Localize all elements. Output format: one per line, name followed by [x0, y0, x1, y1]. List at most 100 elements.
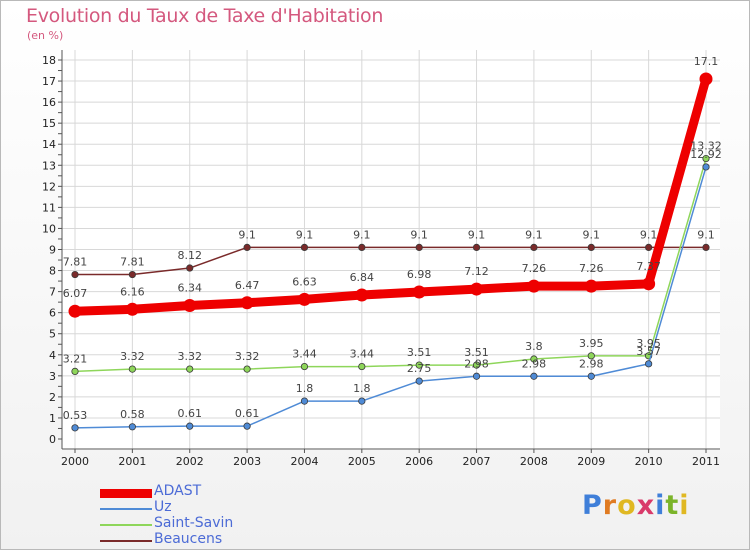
data-point-uz [645, 360, 653, 368]
series-saint-savin [71, 154, 710, 376]
series-adast [68, 72, 713, 318]
data-point-adast [642, 277, 656, 291]
data-point-saint-savin [243, 365, 251, 373]
legend-swatch-adast [100, 488, 152, 498]
data-point-saint-savin [530, 355, 538, 363]
data-point-uz [186, 422, 194, 430]
data-point-adast [699, 72, 713, 86]
legend-swatch-saint-savin [100, 524, 152, 526]
data-label-beaucens: 9.1 [583, 228, 601, 241]
y-tick-label: 1 [49, 412, 56, 425]
y-tick-label: 6 [49, 307, 56, 320]
legend-label-uz: Uz [154, 499, 172, 515]
data-label-beaucens: 9.1 [640, 228, 658, 241]
data-label-uz: 0.53 [63, 409, 88, 422]
y-tick-label: 7 [49, 286, 56, 299]
data-point-saint-savin [128, 365, 136, 373]
data-point-saint-savin [300, 362, 309, 371]
data-label-adast: 7.12 [464, 265, 489, 278]
y-tick-label: 17 [42, 75, 56, 88]
y-tick-label: 16 [42, 96, 56, 109]
y-tick-label: 12 [42, 180, 56, 193]
legend-label-beaucens: Beaucens [154, 531, 223, 547]
data-point-uz [472, 372, 481, 380]
x-tick-label: 2000 [61, 455, 89, 468]
data-label-uz: 0.61 [235, 407, 260, 420]
logo-letter: t [665, 490, 680, 521]
chart-title: Evolution du Taux de Taxe d'Habitation [26, 5, 384, 27]
data-point-saint-savin [358, 362, 366, 371]
series-line-beaucens [74, 246, 707, 276]
data-point-beaucens [587, 243, 595, 251]
logo-letter: i [679, 490, 690, 521]
data-label-uz: 1.8 [353, 382, 371, 395]
data-point-saint-savin [186, 365, 194, 373]
logo-letter: x [636, 490, 656, 521]
proxiti-logo: Proxiti [582, 490, 690, 521]
x-tick-label: 2008 [520, 455, 548, 468]
data-label-saint-savin: 3.32 [235, 350, 260, 363]
data-point-adast [297, 292, 311, 306]
data-point-beaucens [702, 243, 710, 251]
data-label-saint-savin: 3.95 [636, 337, 661, 350]
data-point-saint-savin [71, 367, 79, 376]
data-label-beaucens: 9.1 [296, 228, 314, 241]
y-tick-label: 4 [49, 349, 56, 362]
data-point-beaucens [530, 243, 538, 251]
x-tick-label: 2006 [405, 455, 433, 468]
data-label-adast: 6.84 [350, 271, 375, 284]
data-label-adast: 6.98 [407, 268, 432, 281]
data-label-adast: 6.34 [177, 282, 202, 295]
data-label-uz: 2.98 [579, 357, 604, 370]
x-tick-label: 2005 [348, 455, 376, 468]
data-point-beaucens [128, 270, 136, 279]
data-label-saint-savin: 3.32 [120, 350, 145, 363]
y-tick-label: 11 [42, 201, 56, 214]
data-point-beaucens [645, 243, 653, 251]
data-label-beaucens: 9.1 [697, 228, 715, 241]
data-point-uz [702, 163, 710, 171]
x-tick-label: 2001 [118, 455, 146, 468]
y-tick-label: 9 [49, 244, 56, 257]
data-point-beaucens [186, 264, 194, 272]
data-label-beaucens: 9.1 [353, 228, 371, 241]
logo-letter: P [582, 490, 603, 521]
series-beaucens [71, 243, 710, 279]
y-tick-label: 3 [49, 370, 56, 383]
y-tick-label: 10 [42, 222, 56, 235]
x-tick-label: 2010 [635, 455, 663, 468]
data-point-uz [530, 372, 538, 380]
x-tick-label: 2003 [233, 455, 261, 468]
y-tick-label: 14 [42, 138, 56, 151]
data-label-beaucens: 9.1 [410, 228, 428, 241]
x-tick-label: 2004 [290, 455, 318, 468]
data-point-saint-savin [702, 154, 710, 163]
data-point-uz [128, 423, 136, 431]
data-point-adast [412, 285, 426, 299]
data-label-adast: 7.26 [522, 262, 547, 275]
data-point-uz [243, 422, 251, 430]
x-tick-label: 2007 [463, 455, 491, 468]
data-point-beaucens [358, 243, 366, 251]
data-point-adast [527, 279, 541, 293]
data-point-uz [358, 397, 366, 405]
y-tick-label: 18 [42, 54, 56, 67]
data-label-adast: 6.63 [292, 275, 317, 288]
logo-letter: o [617, 490, 637, 521]
data-label-adast: 7.37 [636, 260, 661, 273]
data-label-adast: 6.47 [235, 279, 260, 292]
data-label-uz: 2.98 [464, 357, 489, 370]
series-line-uz [74, 166, 707, 429]
data-point-saint-savin [472, 361, 481, 369]
y-tick-label: 13 [42, 159, 56, 172]
legend-swatch-uz [100, 508, 152, 510]
logo-letter: r [602, 490, 618, 521]
series-line-adast [70, 74, 711, 316]
series-uz [71, 163, 710, 432]
data-label-adast: 6.07 [63, 287, 88, 300]
y-tick-label: 15 [42, 117, 56, 130]
data-point-beaucens [472, 243, 481, 251]
data-label-uz: 2.98 [522, 357, 547, 370]
data-point-adast [355, 288, 369, 302]
data-label-uz: 0.61 [177, 407, 202, 420]
